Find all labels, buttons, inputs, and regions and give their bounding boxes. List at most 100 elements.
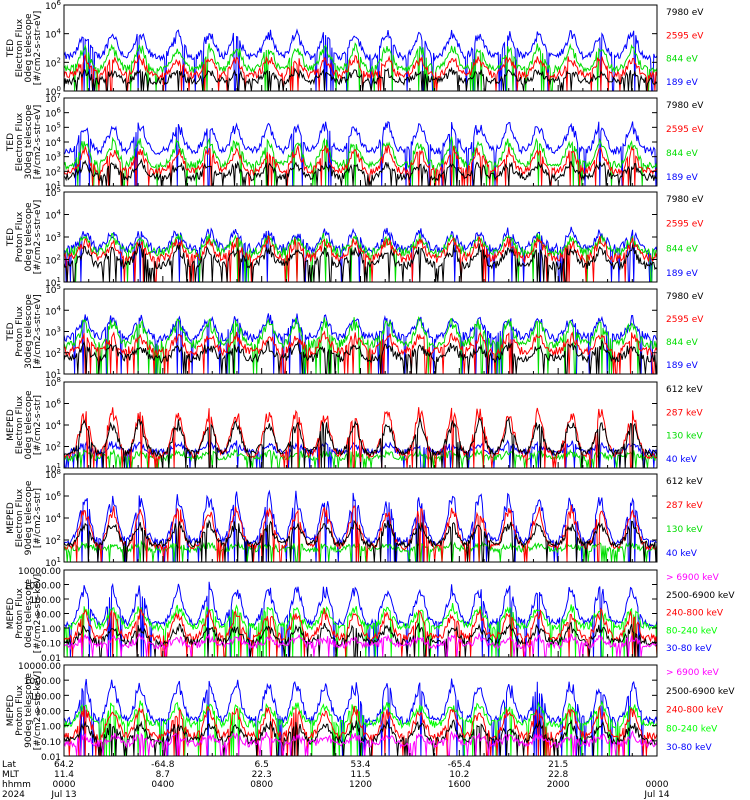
legend-entry: 2500-6900 keV: [666, 687, 735, 697]
series-line: [63, 28, 658, 92]
series-line: [63, 226, 658, 283]
legend-entry: 287 keV: [666, 408, 703, 418]
legend-entry: 2595 eV: [666, 220, 704, 230]
y-axis-label-line: TED: [6, 322, 16, 341]
x-tick-label: 21.5: [548, 760, 568, 770]
y-axis-label-line: [#/cm2-s-str-keV]: [33, 671, 43, 750]
x-tick-label: 0400: [151, 780, 174, 790]
legend-entry: 612 keV: [666, 477, 703, 487]
legend-entry: 30-80 keV: [666, 644, 712, 654]
legend-entry: 40 keV: [666, 455, 698, 465]
x-tick-label: 0000: [53, 780, 76, 790]
y-tick-label: 102: [45, 56, 61, 69]
y-axis-label-line: [#/cm2-s-str]: [33, 395, 43, 455]
y-axis-label-line: MEPED: [6, 409, 16, 441]
legend-entry: 80-240 keV: [666, 724, 718, 734]
legend-entry: 7980 eV: [666, 195, 704, 205]
y-tick-label: 103: [45, 151, 61, 164]
x-tick-label: 22.3: [252, 770, 272, 780]
y-tick-label: 104: [45, 512, 61, 525]
y-tick-label: 104: [45, 304, 61, 317]
y-axis-label-line: Electron Flux: [15, 18, 25, 77]
y-tick-label: 104: [45, 136, 61, 149]
y-axis-label-line: [#/cm2-s-str-eV]: [33, 105, 43, 180]
legend-entry: 7980 eV: [666, 8, 704, 18]
legend-entry: 287 keV: [666, 501, 703, 511]
panel-8: 0.01 0.10 1.00 10.00 100.00 1000.00 10000.00 ME…: [6, 662, 735, 763]
legend-entry: 30-80 keV: [666, 743, 712, 753]
legend-entry: 844 eV: [666, 244, 699, 254]
y-tick-label: 105: [45, 121, 61, 134]
y-tick-label: 102: [45, 254, 61, 267]
y-axis-label-line: MEPED: [6, 598, 16, 630]
y-axis-label-line: 0deg telescope: [24, 390, 34, 460]
y-tick-label: 10000.00: [18, 662, 61, 672]
y-axis-label-line: [#/cm2-s-str-eV]: [33, 200, 43, 275]
legend-entry: 2500-6900 keV: [666, 591, 735, 601]
y-tick-label: 104: [45, 209, 61, 222]
series-line: [63, 519, 658, 563]
legend-entry: 189 eV: [666, 173, 699, 183]
y-axis-label-line: [#/cm2-s-str-keV]: [33, 574, 43, 653]
x-tick-label: Jul 14: [643, 790, 669, 800]
x-tick-label: 6.5: [255, 760, 269, 770]
y-axis-label-line: 90deg telescope: [24, 673, 34, 748]
legend-entry: 240-800 keV: [666, 609, 724, 619]
y-tick-label: 103: [45, 326, 61, 339]
series-line: [63, 42, 658, 92]
series-line: [63, 144, 658, 187]
y-tick-label: 104: [45, 28, 61, 41]
y-axis-label-line: TED: [6, 228, 16, 247]
panel-7: 0.01 0.10 1.00 10.00 100.00 1000.00 10000.00 ME…: [6, 567, 735, 664]
y-axis-label-line: Electron Flux: [15, 488, 25, 547]
legend-entry: 240-800 keV: [666, 706, 724, 716]
legend-entry: 844 eV: [666, 55, 699, 65]
x-tick-label: Jul 13: [50, 790, 76, 800]
y-axis-label-line: Proton Flux: [15, 685, 25, 736]
y-tick-label: 10.00: [35, 611, 61, 621]
y-axis-label-line: MEPED: [6, 502, 16, 534]
y-tick-label: 1.00: [41, 625, 61, 635]
legend-entry: 612 keV: [666, 385, 703, 395]
y-tick-label: 100.00: [30, 596, 62, 606]
legend-entry: 40 keV: [666, 549, 698, 559]
y-tick-label: 1000.00: [24, 677, 61, 687]
series-line: [63, 603, 658, 658]
series-line: [63, 136, 658, 187]
y-axis-label-line: Proton Flux: [15, 306, 25, 357]
series-line: [63, 121, 658, 187]
legend-entry: 844 eV: [666, 149, 699, 159]
x-tick-label: 8.7: [156, 770, 170, 780]
x-tick-label: 2000: [547, 780, 570, 790]
series-line: [63, 232, 658, 283]
series-line: [63, 241, 658, 283]
legend-entry: 130 keV: [666, 432, 703, 442]
y-axis-label-line: 0deg telescope: [24, 202, 34, 272]
y-tick-label: 106: [45, 107, 61, 120]
x-tick-label: 11.4: [54, 770, 74, 780]
legend-entry: 189 eV: [666, 78, 699, 88]
series-line: [63, 313, 658, 375]
series-line: [63, 705, 658, 757]
y-axis-label-line: [#/cm2-s-str]: [33, 488, 43, 548]
y-axis-label-line: Electron Flux: [15, 395, 25, 454]
series-line: [63, 407, 658, 469]
legend-entry: 2595 eV: [666, 125, 704, 135]
x-tick-label: 0800: [250, 780, 273, 790]
y-tick-label: 100.00: [30, 692, 62, 702]
x-tick-label: 22.8: [548, 770, 568, 780]
legend-entry: 189 eV: [666, 361, 699, 371]
y-axis-label-line: [#/cm2-s-str-eV]: [33, 11, 43, 86]
series-line: [63, 730, 658, 757]
series-line: [63, 66, 658, 92]
legend-entry: 844 eV: [666, 338, 699, 348]
y-axis-label-line: MEPED: [6, 695, 16, 727]
legend-entry: 7980 eV: [666, 292, 704, 302]
series-line: [63, 678, 658, 757]
series-line: [63, 504, 658, 563]
y-tick-label: 102: [45, 165, 61, 178]
series-line: [63, 339, 658, 375]
